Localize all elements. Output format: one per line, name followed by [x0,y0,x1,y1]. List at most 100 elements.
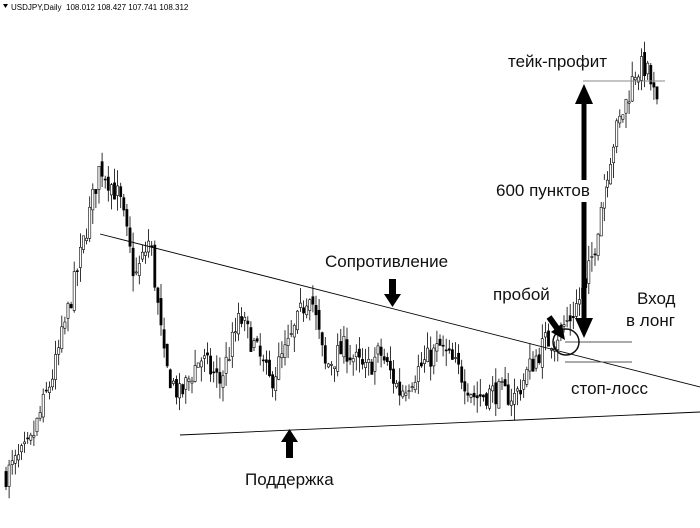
candle-body [302,307,306,314]
resistance-arrow [384,279,401,307]
candle-body [23,441,27,445]
candle-body [494,382,498,405]
candle-body [478,394,482,397]
candle-body [141,251,144,260]
candle-body [475,395,479,399]
candle-body [159,298,163,326]
entry-label-line1: Вход [637,289,676,308]
candle-body [292,325,296,338]
target-distance-label: 600 пунктов [496,181,590,200]
candle-body [543,332,547,338]
candle-body [485,393,488,406]
candle-body [116,185,120,196]
candle-body [252,340,256,348]
candle-body [187,378,191,382]
candle-body [13,455,17,464]
candle-body [354,351,358,358]
candle-body [574,303,578,317]
candle-body [609,164,612,185]
candle-body [199,360,203,368]
candle-body [627,101,631,104]
candle-body [605,179,609,188]
support-trendline [179,411,700,436]
candle-body [640,56,643,81]
candle-body [79,246,82,268]
candle-body [330,363,333,366]
candle-body [472,392,476,398]
candle-body [7,464,11,487]
candle-body [41,393,45,418]
candle-body [175,379,178,398]
candle-body [103,178,107,181]
candle-body [361,359,364,365]
candle-body [227,359,231,361]
candle-body [88,206,92,239]
candle-body [72,271,76,311]
take-profit-label: тейк-профит [508,52,607,71]
candle-body [326,363,330,368]
dropdown-triangle-icon[interactable] [3,4,8,8]
candle-body [339,341,343,355]
candle-body [547,330,550,347]
candle-body [652,82,656,88]
candle-body [51,378,54,388]
candle-body [258,345,262,357]
candle-body [212,371,216,374]
candle-body [156,287,160,303]
candle-body [441,344,445,347]
candle-body [128,227,132,247]
candle-body [649,65,653,85]
candle-body [562,324,566,327]
candle-body [373,356,377,372]
candle-body [565,320,569,322]
resistance-label: Сопротивление [325,252,448,271]
candle-body [280,353,284,359]
candle-body [274,376,278,392]
symbol-label: USDJPY,Daily [11,3,62,12]
candle-body [410,386,414,389]
candle-body [596,233,600,256]
candle-body [512,392,516,405]
candle-body [47,386,51,393]
candle-body [268,359,271,377]
candle-body [568,315,572,322]
candle-body [655,86,659,100]
candle-body [122,197,126,211]
stop-loss-label: стоп-лосс [571,379,648,398]
resistance-trendline [99,233,700,388]
candle-body [357,348,361,358]
candle-body [193,365,197,382]
candle-body [35,417,39,433]
candle-body [215,368,219,373]
candle-body [413,382,417,390]
candle-body [125,209,129,227]
candle-body [255,338,259,342]
candle-body [488,388,492,409]
candle-body [82,235,85,250]
candle-body [299,302,302,308]
candle-body [615,120,619,147]
candle-body [516,388,519,392]
candle-body [38,412,42,419]
candle-body [333,366,337,370]
candle-body [618,115,622,124]
candle-body [444,349,448,352]
candle-body [382,356,386,361]
candle-body [388,360,392,371]
candle-body [165,343,169,367]
candle-body [110,184,113,196]
candle-body [590,256,594,258]
candle-body [162,329,166,349]
candle-body [599,207,603,237]
candle-body [4,471,8,488]
candle-body [113,182,116,200]
candle-body [206,352,209,356]
candle-body [75,270,79,272]
candle-body [209,355,213,375]
candle-body [286,337,290,346]
candle-body [503,379,507,387]
candle-body [234,331,237,334]
candle-body [423,359,426,364]
candle-body [172,380,175,384]
candle-body [26,437,30,440]
